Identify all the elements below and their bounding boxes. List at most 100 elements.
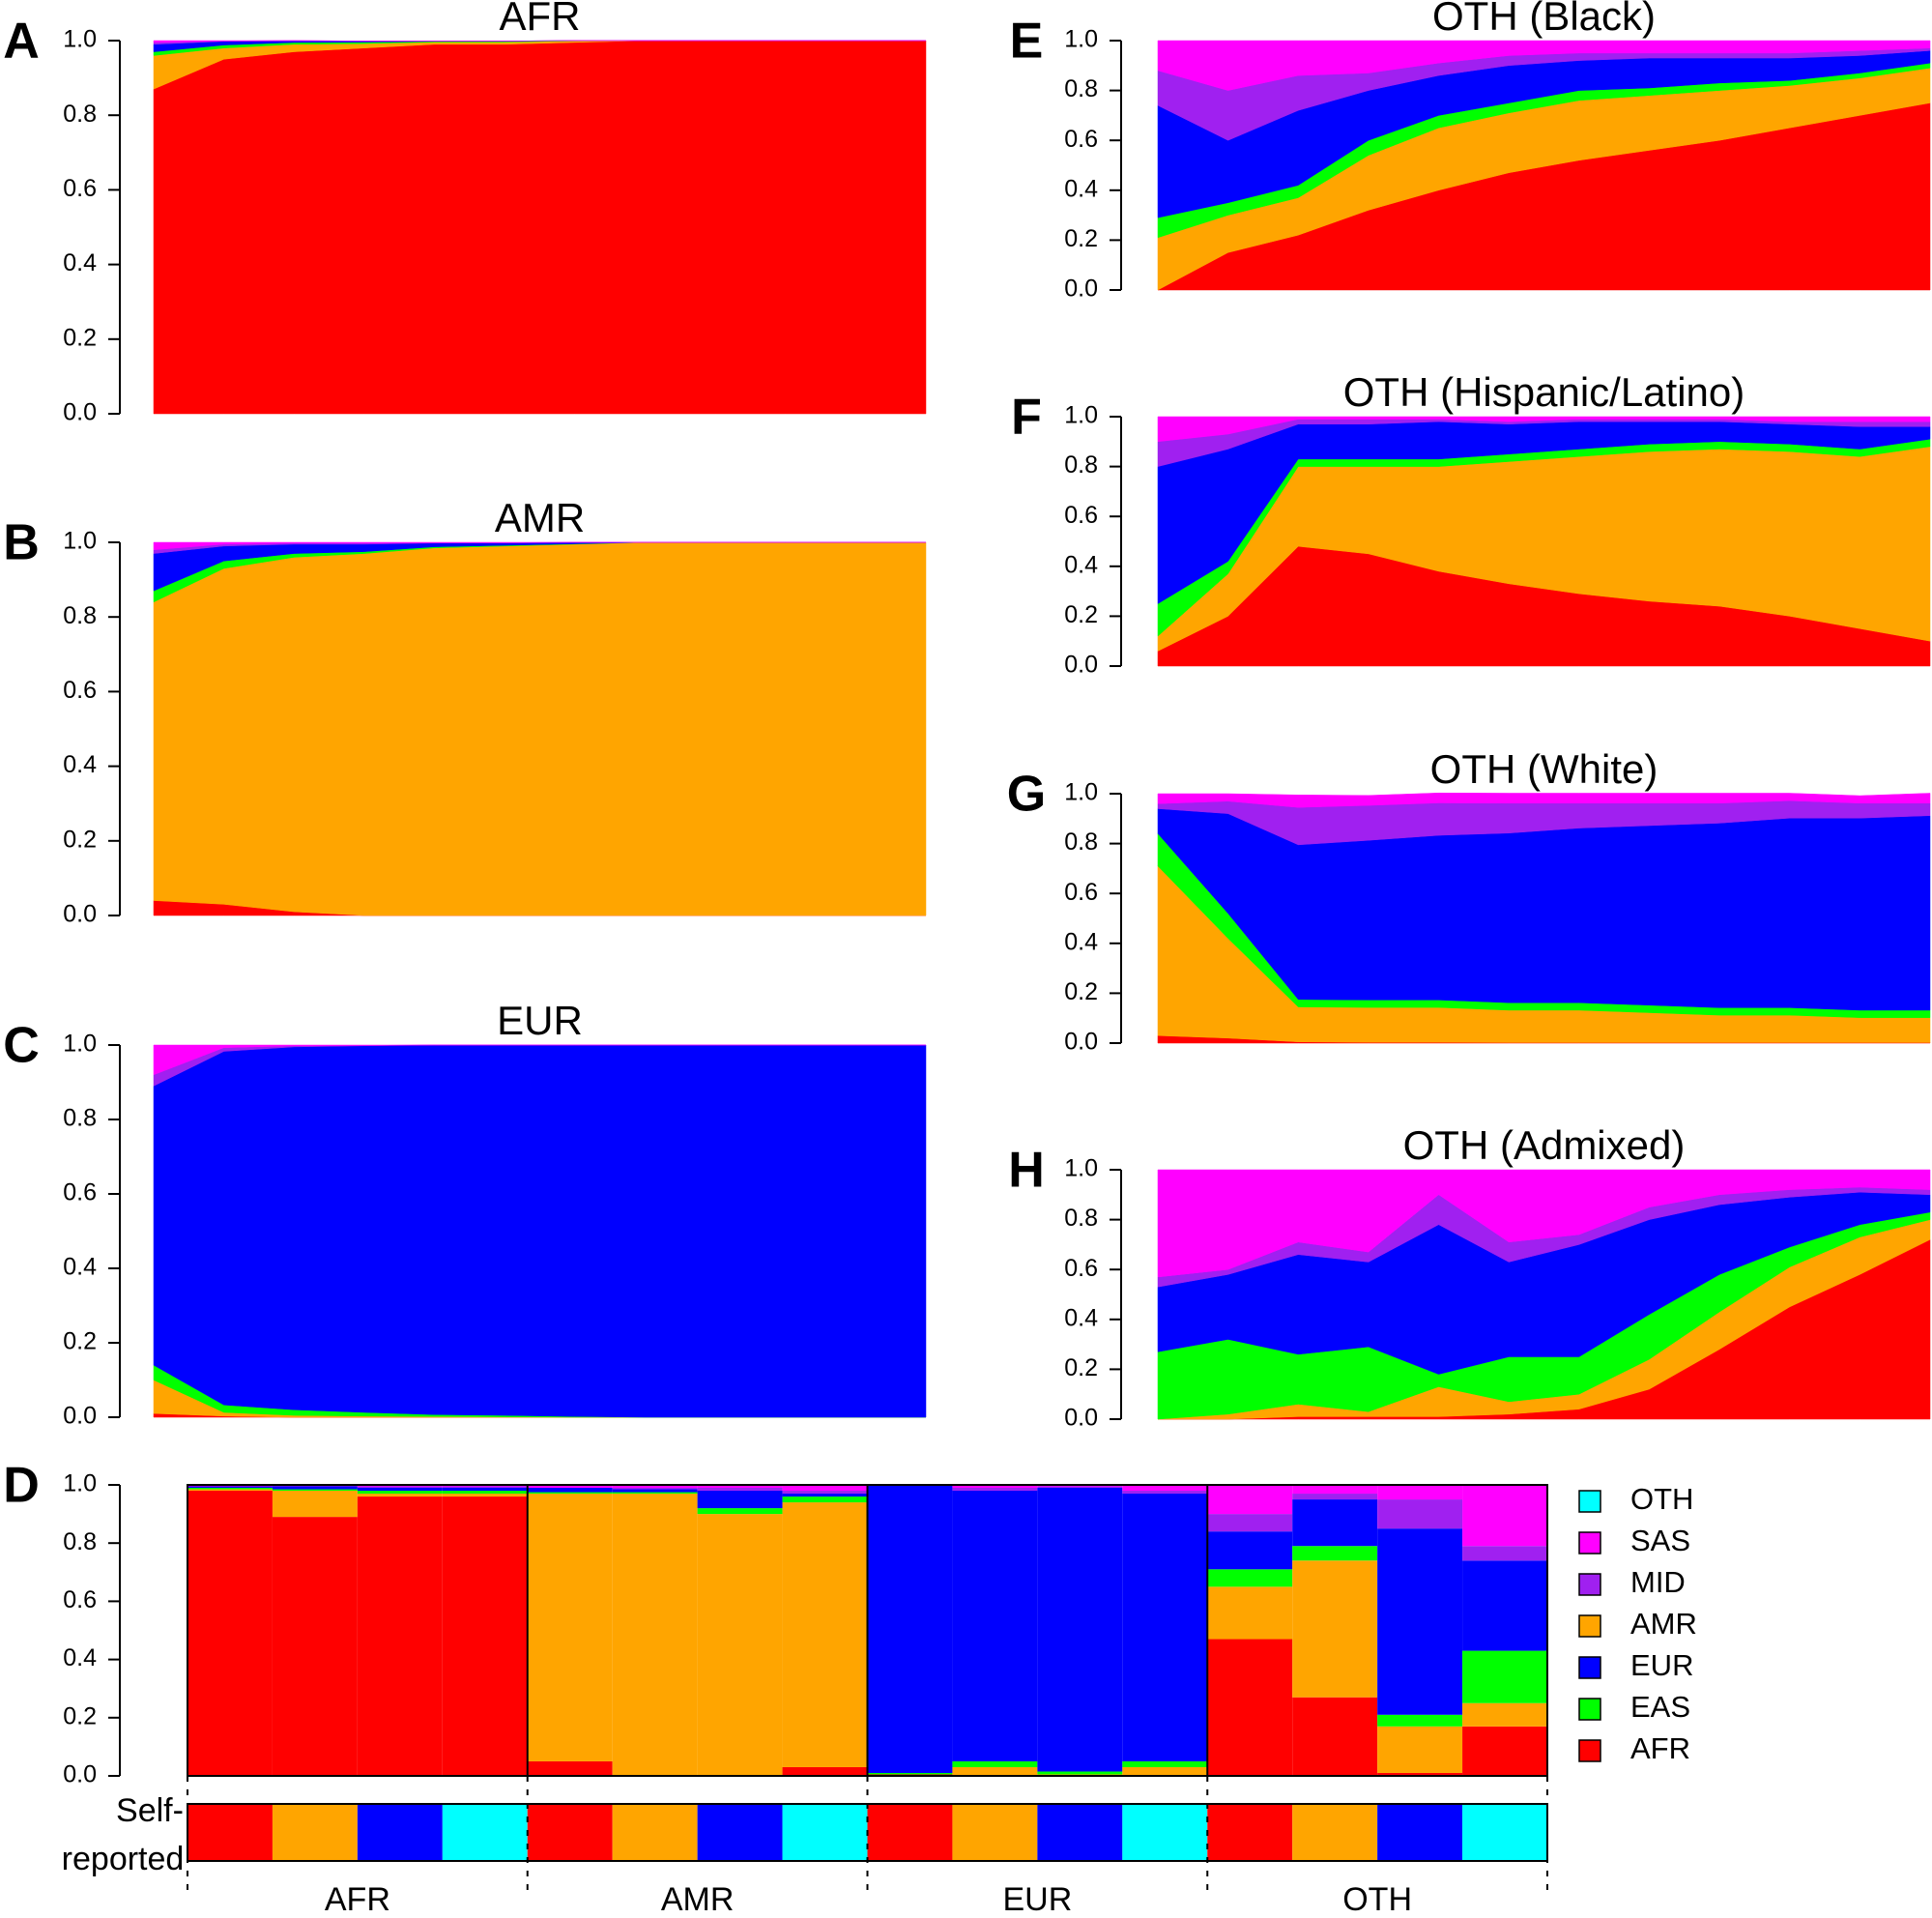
area xyxy=(1157,40,1931,91)
y-tick-label: 0.0 xyxy=(63,901,97,928)
legend-swatch xyxy=(1578,1656,1601,1679)
y-tick-label: 0.2 xyxy=(1064,601,1098,628)
bar-segment xyxy=(187,1488,273,1490)
bar-segment xyxy=(952,1488,1038,1492)
y-tick-label: 0.6 xyxy=(1064,126,1098,153)
bar-segment xyxy=(1462,1485,1547,1547)
bar-segment xyxy=(782,1491,868,1495)
bar-segment xyxy=(1292,1560,1378,1698)
panel-label: B xyxy=(3,515,40,571)
y-tick-label: 0.2 xyxy=(63,826,97,853)
self-reported-cell xyxy=(357,1804,443,1861)
y-tick-label: 1.0 xyxy=(63,1470,97,1497)
y-tick-label: 0.2 xyxy=(63,1328,97,1355)
bar-segment xyxy=(357,1491,443,1495)
y-tick-label: 0.8 xyxy=(1064,75,1098,102)
area xyxy=(153,1044,927,1418)
y-tick-label: 0.2 xyxy=(1064,978,1098,1005)
bar-segment xyxy=(1462,1726,1547,1776)
y-tick-label: 0.4 xyxy=(63,1254,97,1281)
legend-label: SAS xyxy=(1630,1524,1690,1557)
panel-label: G xyxy=(1007,767,1046,823)
area xyxy=(153,1044,926,1076)
y-tick-label: 0.2 xyxy=(63,1702,97,1729)
self-reported-cell xyxy=(1037,1804,1123,1861)
bar-segment xyxy=(357,1494,443,1497)
bar-segment xyxy=(442,1488,528,1492)
panel-label: H xyxy=(1008,1143,1045,1199)
y-tick-label: 0.4 xyxy=(63,1644,97,1671)
panel-label: C xyxy=(3,1018,40,1074)
bar-segment xyxy=(1207,1485,1293,1515)
self-reported-cell xyxy=(1207,1804,1293,1861)
y-tick-label: 0.8 xyxy=(1064,451,1098,479)
bar-segment xyxy=(1377,1772,1463,1776)
bar-segment xyxy=(1377,1499,1463,1529)
self-reported-cell xyxy=(442,1804,528,1861)
bar-segment xyxy=(1292,1494,1378,1500)
bar-segment xyxy=(272,1486,358,1490)
self-reported-cell xyxy=(782,1804,868,1861)
bar-segment xyxy=(1207,1569,1293,1587)
y-tick-label: 1.0 xyxy=(63,1031,97,1058)
bar-segment xyxy=(782,1485,868,1492)
bar-segment xyxy=(527,1494,613,1761)
y-tick-label: 0.2 xyxy=(1064,1354,1098,1381)
bar-segment xyxy=(952,1766,1038,1776)
legend-label: AMR xyxy=(1630,1607,1697,1641)
chart-title: OTH (Hispanic/Latino) xyxy=(1343,369,1745,415)
bar-segment xyxy=(1292,1485,1378,1495)
panel-label: D xyxy=(3,1458,40,1514)
y-tick-label: 0.8 xyxy=(1064,828,1098,856)
bar-segment xyxy=(442,1497,528,1776)
y-tick-label: 1.0 xyxy=(1064,1155,1098,1182)
bar-segment xyxy=(357,1486,443,1489)
bar-segment xyxy=(357,1497,443,1776)
y-tick-label: 0.4 xyxy=(63,751,97,778)
y-tick-label: 0.8 xyxy=(63,101,97,128)
area xyxy=(153,541,927,916)
bar-segment xyxy=(1377,1485,1463,1500)
chart-title: OTH (Black) xyxy=(1432,0,1656,39)
y-tick-label: 0.6 xyxy=(63,175,97,202)
x-group-label: AFR xyxy=(325,1881,390,1918)
y-tick-label: 1.0 xyxy=(1064,402,1098,429)
bar-segment xyxy=(1122,1485,1208,1492)
chart-title: OTH (Admixed) xyxy=(1403,1122,1686,1168)
bar-segment xyxy=(1122,1494,1208,1761)
x-group-label: AMR xyxy=(661,1881,735,1918)
bar-segment xyxy=(952,1491,1038,1761)
legend-label: EUR xyxy=(1630,1648,1693,1682)
bar-segment xyxy=(1122,1491,1208,1495)
y-tick-label: 0.4 xyxy=(1064,1304,1098,1331)
bar-segment xyxy=(952,1760,1038,1767)
bar-segment xyxy=(612,1488,698,1490)
bar-segment xyxy=(187,1489,273,1492)
y-tick-label: 1.0 xyxy=(63,528,97,555)
bar-segment xyxy=(1377,1528,1463,1715)
y-tick-label: 0.4 xyxy=(1064,551,1098,578)
legend-swatch xyxy=(1578,1573,1601,1596)
area xyxy=(1157,1169,1931,1278)
bar-segment xyxy=(1462,1650,1547,1703)
y-tick-label: 0.4 xyxy=(1064,928,1098,955)
self-reported-cell xyxy=(697,1804,783,1861)
y-tick-label: 0.8 xyxy=(63,1105,97,1132)
bar-segment xyxy=(612,1489,698,1493)
y-tick-label: 1.0 xyxy=(1064,779,1098,806)
bar-segment xyxy=(782,1766,868,1776)
area xyxy=(1157,792,1931,808)
area xyxy=(153,40,927,415)
bar-segment xyxy=(527,1485,613,1489)
bar-segment xyxy=(697,1508,783,1515)
y-tick-label: 0.2 xyxy=(63,324,97,351)
bar-segment xyxy=(612,1485,698,1489)
self-reported-cell xyxy=(1292,1804,1378,1861)
bar-segment xyxy=(867,1772,953,1775)
chart-title: AFR xyxy=(500,0,581,39)
y-tick-label: 0.6 xyxy=(63,677,97,704)
bar-segment xyxy=(1377,1714,1463,1727)
self-reported-cell xyxy=(867,1804,953,1861)
bar-segment xyxy=(1207,1514,1293,1532)
